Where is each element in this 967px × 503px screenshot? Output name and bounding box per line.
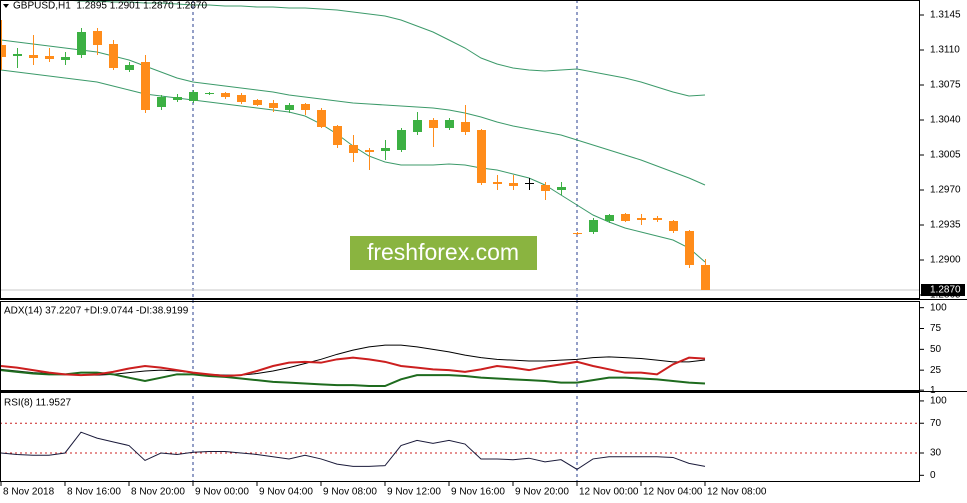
candle-body <box>93 31 102 45</box>
y-tick-label: 1.2970 <box>930 185 961 196</box>
y-tick-label: 70 <box>930 418 942 429</box>
candle-body <box>109 44 118 68</box>
adx-panel-frame <box>0 301 920 391</box>
candle-body <box>29 55 38 58</box>
rsi-panel-title: RSI(8) 11.9527 <box>4 398 72 409</box>
y-tick-label: 1.3075 <box>930 80 961 91</box>
candle-body <box>141 62 150 110</box>
grid-layer <box>0 422 920 454</box>
y-tick-label: 75 <box>930 323 942 334</box>
indicator-line <box>0 356 706 378</box>
candle-body <box>45 56 54 59</box>
candle-body <box>301 104 310 110</box>
rsi-panel-frame <box>0 392 920 482</box>
x-tick-label: 9 Nov 20:00 <box>515 487 569 498</box>
y-tick-label: 1.3145 <box>930 10 961 21</box>
candle-body <box>653 218 662 220</box>
last-price-tag <box>921 284 965 296</box>
y-tick-label: 1.2900 <box>930 255 961 266</box>
price-panel-frame <box>0 0 920 299</box>
candle-body <box>333 126 342 145</box>
price-panel <box>0 0 920 291</box>
x-tick-label: 8 Nov 16:00 <box>67 487 121 498</box>
watermark-box <box>350 236 537 270</box>
candle-body <box>525 183 534 184</box>
watermark-text: freshforex.com <box>367 239 519 265</box>
price-panel-title: GBPUSD,H1 1.2895 1.2901 1.2870 1.2870 <box>13 1 207 12</box>
x-tick-label: 9 Nov 16:00 <box>451 487 505 498</box>
watermark: freshforex.com <box>350 236 537 270</box>
y-tick-label: 1.3040 <box>930 115 961 126</box>
bollinger-band <box>40 0 706 97</box>
x-tick-label: 12 Nov 04:00 <box>643 487 703 498</box>
y-tick-label: 100 <box>930 302 947 313</box>
y-tick-label: 1.2935 <box>930 220 961 231</box>
x-tick-label: 12 Nov 08:00 <box>707 487 767 498</box>
candle-body <box>477 130 486 183</box>
candle-body <box>509 183 518 186</box>
candle-body <box>285 105 294 110</box>
y-tick-label: 1.3005 <box>930 150 961 161</box>
candle-body <box>445 120 454 128</box>
candle-body <box>669 221 678 231</box>
candle-body <box>461 122 470 132</box>
y-tick-label: 30 <box>930 448 942 459</box>
candle-body <box>173 97 182 100</box>
x-tick-label: 9 Nov 04:00 <box>259 487 313 498</box>
candle-body <box>557 187 566 190</box>
last-price-label: 1.2870 <box>930 285 961 296</box>
x-tick-label: 9 Nov 08:00 <box>323 487 377 498</box>
candle-body <box>13 54 22 56</box>
indicator-line <box>0 369 706 387</box>
adx-panel <box>0 344 706 387</box>
candle-body <box>61 57 70 60</box>
candle-body <box>125 65 134 70</box>
y-tick-label: 100 <box>930 396 947 407</box>
candle-body <box>701 265 710 290</box>
adx-panel-title: ADX(14) 37.2207 +DI:9.0744 -DI:38.9199 <box>4 306 189 317</box>
candle-body <box>493 182 502 184</box>
candle-body <box>637 218 646 220</box>
candle-body <box>573 233 582 234</box>
indicator-line <box>0 344 706 376</box>
x-tick-label: 12 Nov 00:00 <box>579 487 639 498</box>
x-tick-label: 9 Nov 00:00 <box>195 487 249 498</box>
y-tick-label: 50 <box>930 344 942 355</box>
candle-body <box>381 148 390 151</box>
candle-body <box>397 130 406 150</box>
y-tick-label: 0 <box>930 470 936 481</box>
axis-layer: 1.3145 1.3110 1.3075 1.3040 1.3005 1.2970 1.29… <box>0 10 965 498</box>
candle-body <box>413 120 422 132</box>
candle-body <box>253 100 262 105</box>
candle-body <box>621 214 630 221</box>
candle-body <box>157 97 166 107</box>
y-tick-label: 1 <box>930 385 936 396</box>
candle-body <box>189 92 198 101</box>
candle-body <box>269 103 278 108</box>
candle-body <box>0 45 6 57</box>
rsi-panel <box>0 431 706 470</box>
candle-body <box>77 32 86 55</box>
candle-body <box>429 120 438 128</box>
menu-arrow <box>3 4 9 8</box>
x-tick-label: 8 Nov 2018 <box>3 487 55 498</box>
x-tick-label: 9 Nov 12:00 <box>387 487 441 498</box>
candle-body <box>605 215 614 221</box>
candle-body <box>237 95 246 102</box>
indicator-line <box>0 431 706 470</box>
y-tick-label: 25 <box>930 365 942 376</box>
candle-body <box>317 110 326 127</box>
candle-body <box>349 145 358 153</box>
candle-body <box>205 93 214 94</box>
bollinger-band <box>0 39 706 186</box>
x-tick-label: 8 Nov 20:00 <box>131 487 185 498</box>
candle-body <box>541 185 550 191</box>
candle-body <box>685 231 694 265</box>
candle-body <box>365 150 374 152</box>
candle-body <box>221 93 230 97</box>
candle-body <box>589 220 598 232</box>
y-tick-label: 1.3110 <box>930 45 960 56</box>
